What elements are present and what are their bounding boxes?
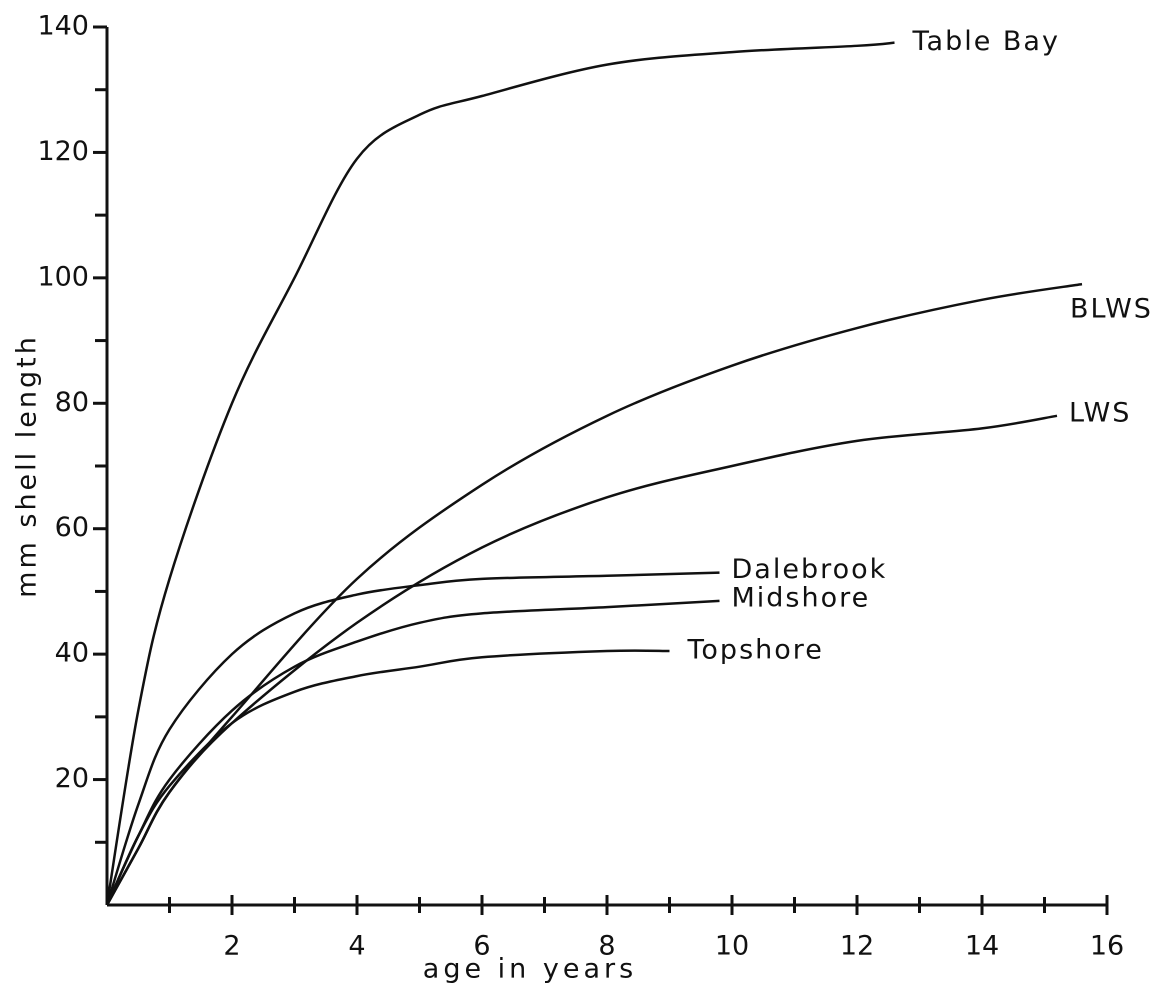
- series-label: LWS: [1069, 397, 1131, 428]
- x-tick-label: 2: [223, 931, 240, 962]
- x-tick-label: 10: [715, 931, 749, 962]
- y-tick-label: 80: [55, 387, 89, 418]
- x-tick-label: 8: [598, 931, 615, 962]
- x-tick-label: 16: [1090, 931, 1124, 962]
- y-tick-label: 40: [55, 638, 89, 669]
- x-tick-label: 4: [348, 931, 365, 962]
- x-tick-label: 14: [965, 931, 999, 962]
- series-label: Dalebrook: [732, 554, 888, 585]
- series-label: Midshore: [732, 582, 871, 613]
- y-tick-label: 100: [37, 261, 89, 292]
- growth-curve: [105, 571, 720, 906]
- growth-curve: [105, 599, 720, 906]
- growth-curve: [105, 414, 1058, 906]
- x-axis-label: age in years: [423, 954, 637, 985]
- growth-curve: [105, 649, 670, 906]
- growth-curve: [105, 282, 1083, 906]
- y-axis-label: mm shell length: [12, 334, 43, 598]
- growth-curve: [105, 41, 895, 906]
- series-label: Table Bay: [912, 26, 1060, 57]
- series-label: Topshore: [687, 635, 824, 666]
- y-tick-label: 120: [37, 136, 89, 167]
- series-label: BLWS: [1070, 294, 1153, 325]
- y-tick-label: 20: [55, 763, 89, 794]
- x-tick-label: 12: [840, 931, 874, 962]
- x-tick-label: 6: [473, 931, 490, 962]
- y-tick-label: 60: [55, 512, 89, 543]
- y-tick-label: 140: [37, 11, 89, 42]
